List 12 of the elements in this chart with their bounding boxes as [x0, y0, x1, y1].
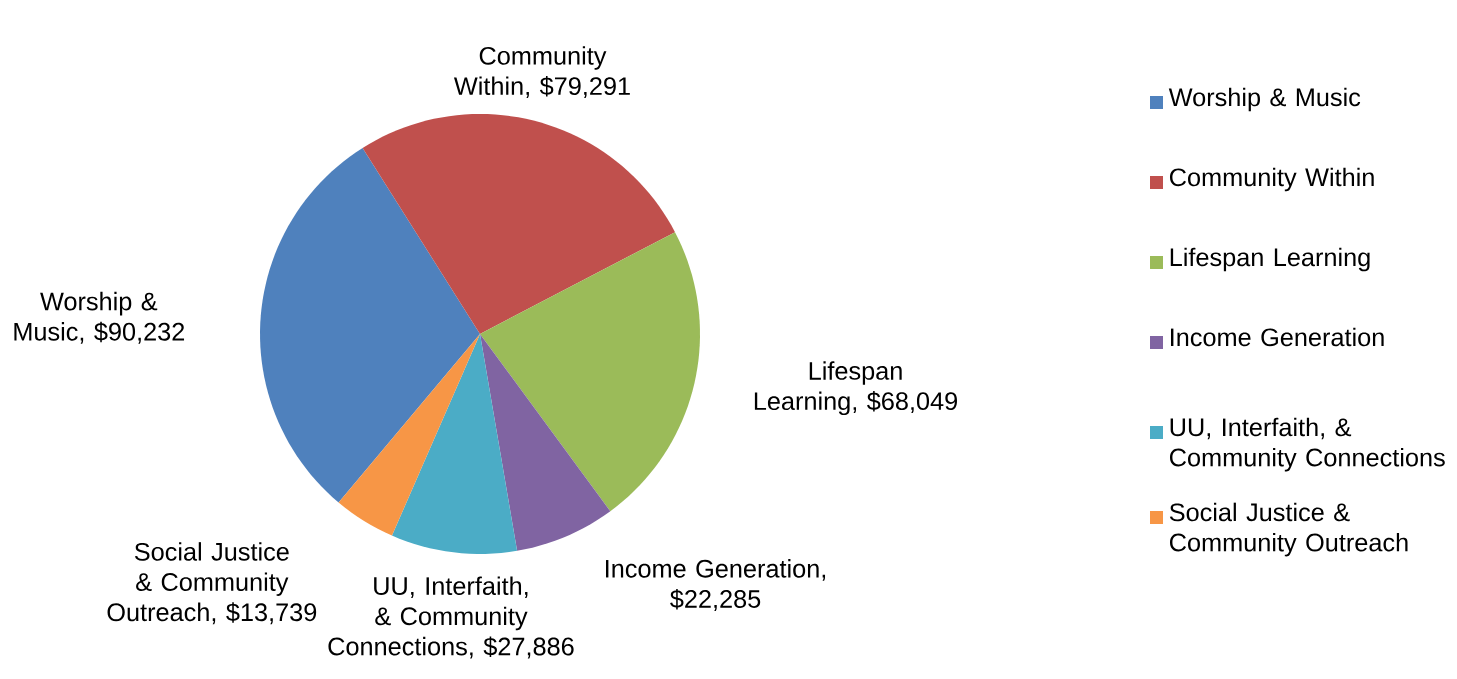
legend-label: Lifespan Learning — [1170, 247, 1370, 272]
data-label: UU, Interfaith, & Community Connections, $27,886 — [328, 576, 574, 659]
legend-label: Social Justice & Community Outreach — [1169, 502, 1408, 557]
data-label: Social Justice & Community Outreach, $13,739 — [107, 542, 317, 625]
data-label: Income Generation, $22,285 — [606, 559, 826, 611]
data-label: Worship & Music, $90,232 — [14, 291, 185, 344]
legend-label: UU, Interfaith, & Community Connections — [1169, 417, 1445, 472]
legend-label: Community Within — [1169, 167, 1374, 192]
legend-label: Worship & Music — [1168, 87, 1361, 112]
data-label: Community Within, $79,291 — [453, 46, 630, 99]
legend-label: Income Generation — [1171, 327, 1384, 347]
data-label: Lifespan Learning, $68,049 — [754, 361, 958, 416]
